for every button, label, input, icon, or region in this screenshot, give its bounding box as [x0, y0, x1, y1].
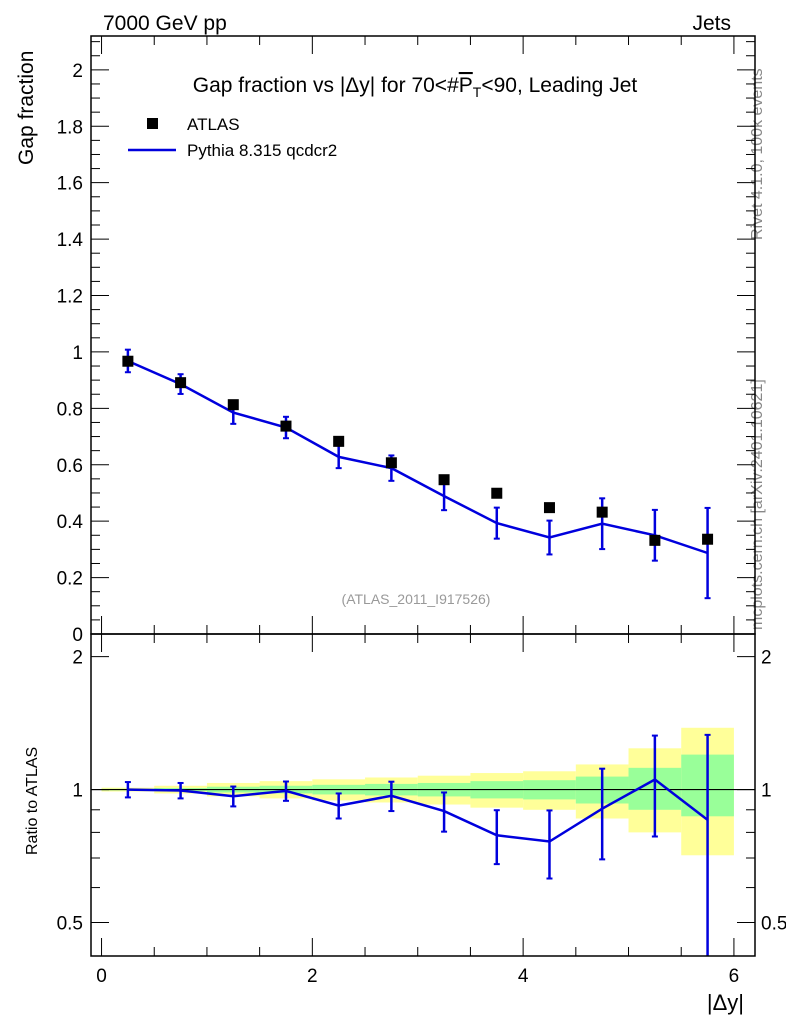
atlas-data-point — [385, 457, 397, 469]
ratio-ytick-label-left: 2 — [72, 648, 83, 669]
atlas-data-point — [227, 399, 239, 411]
ratio-ytick-label-right: 2 — [761, 648, 772, 669]
atlas-data-point — [596, 506, 608, 518]
main-y-axis-label: Gap fraction — [15, 51, 38, 165]
main-ytick-label: 1.4 — [57, 230, 84, 251]
ratio-y-axis-label: Ratio to ATLAS — [24, 747, 41, 855]
ratio-series-line — [127, 778, 709, 843]
main-ytick-label: 0.6 — [57, 456, 83, 477]
ratio-panel-frame — [90, 633, 756, 957]
xtick-label: 6 — [729, 966, 740, 987]
atlas-data-point — [280, 420, 292, 432]
main-series-layer — [122, 348, 714, 600]
main-chart-title: Gap fraction vs |Δy| for 70<#PT<90, Lead… — [193, 74, 638, 100]
ratio-series-layer — [124, 733, 711, 956]
ratio-ytick-label-left: 0.5 — [57, 914, 83, 935]
xtick-label: 2 — [307, 966, 318, 987]
mcplots-label: mcplots.cern.ch [arXiv:2401.10621] — [749, 379, 766, 630]
main-ytick-label: 1.2 — [57, 287, 83, 308]
atlas-data-point — [175, 377, 187, 389]
ratio-ytick-label-left: 1 — [72, 781, 83, 802]
main-ytick-label: 0.2 — [57, 569, 83, 590]
analysis-watermark: (ATLAS_2011_I917526) — [342, 591, 491, 607]
main-ytick-label: 1 — [72, 343, 83, 364]
main-ytick-label: 0 — [72, 625, 83, 646]
main-ytick-label: 1.8 — [57, 117, 83, 138]
atlas-data-point — [122, 355, 134, 367]
legend-pythia-label: Pythia 8.315 qcdcr2 — [187, 141, 337, 160]
ratio-axis-ticks: 0.5 0.5 1 1 2 2 0 2 4 6 — [57, 634, 786, 987]
atlas-data-point — [649, 534, 661, 546]
xtick-label: 0 — [96, 966, 107, 987]
atlas-data-point — [702, 533, 714, 545]
main-axis-ticks: 0 0.2 0.4 0.6 0.8 1 1.2 1.4 1.6 1.8 2 — [57, 36, 755, 646]
xtick-label: 4 — [518, 966, 529, 987]
main-ytick-label: 1.6 — [57, 174, 83, 195]
ratio-ytick-label-right: 0.5 — [761, 914, 786, 935]
atlas-data-point — [438, 474, 450, 486]
header-energy-label: 7000 GeV pp — [103, 12, 227, 35]
header-jets-label: Jets — [692, 12, 731, 35]
ratio-ytick-label-right: 1 — [761, 781, 772, 802]
main-ytick-label: 2 — [72, 61, 83, 82]
mc-series-line — [127, 359, 708, 555]
atlas-data-point — [333, 435, 345, 447]
atlas-data-point — [543, 502, 555, 514]
main-ytick-label: 0.4 — [57, 512, 84, 533]
legend-atlas-marker — [147, 118, 158, 129]
legend-atlas-label: ATLAS — [187, 115, 240, 134]
x-axis-label: |Δy| — [707, 990, 744, 1015]
main-ytick-label: 0.8 — [57, 399, 83, 420]
atlas-data-point — [491, 487, 503, 499]
